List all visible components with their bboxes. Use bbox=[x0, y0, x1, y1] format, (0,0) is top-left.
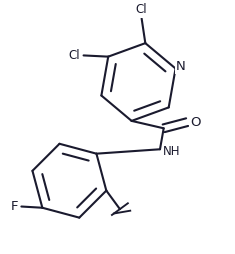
Text: Cl: Cl bbox=[68, 49, 80, 62]
Text: F: F bbox=[11, 200, 18, 213]
Text: N: N bbox=[176, 60, 186, 73]
Text: Cl: Cl bbox=[136, 3, 147, 15]
Text: O: O bbox=[190, 116, 200, 129]
Text: NH: NH bbox=[163, 145, 180, 158]
